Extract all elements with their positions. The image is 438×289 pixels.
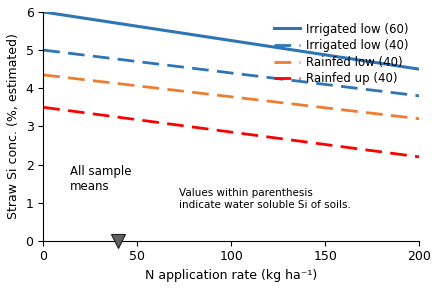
X-axis label: N application rate (kg ha⁻¹): N application rate (kg ha⁻¹) — [145, 269, 317, 282]
Text: Values within parenthesis
indicate water soluble Si of soils.: Values within parenthesis indicate water… — [179, 188, 350, 210]
Legend: Irrigated low (60), Irrigated low (40), Rainfed low (40), Rainfed up (40): Irrigated low (60), Irrigated low (40), … — [269, 18, 413, 90]
Text: All sample
means: All sample means — [70, 165, 131, 193]
Y-axis label: Straw Si conc. (%, estimated): Straw Si conc. (%, estimated) — [7, 34, 20, 219]
